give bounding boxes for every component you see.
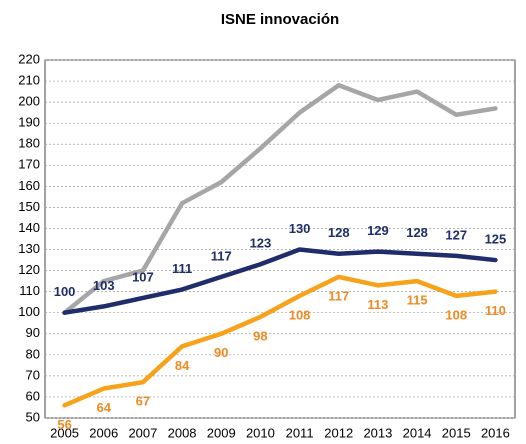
y-tick-label: 210 xyxy=(18,72,40,87)
data-label: 113 xyxy=(367,297,388,312)
data-label: 111 xyxy=(172,261,192,276)
y-tick-label: 190 xyxy=(18,115,40,130)
y-tick-label: 180 xyxy=(18,136,40,151)
y-tick-label: 100 xyxy=(18,304,40,319)
x-tick-label: 2012 xyxy=(324,425,353,440)
data-label: 130 xyxy=(289,221,311,236)
y-tick-label: 110 xyxy=(19,283,40,298)
data-label: 103 xyxy=(93,278,115,293)
data-label: 107 xyxy=(132,269,154,284)
series-line xyxy=(62,247,498,315)
data-label: 108 xyxy=(445,307,467,322)
y-tick-label: 200 xyxy=(18,94,40,109)
series-line xyxy=(62,83,498,315)
data-label: 100 xyxy=(54,284,76,299)
y-tick-label: 130 xyxy=(18,241,40,256)
y-tick-label: 80 xyxy=(26,346,40,361)
x-tick-label: 2005 xyxy=(50,425,79,440)
data-label: 127 xyxy=(445,227,467,242)
x-tick-label: 2016 xyxy=(481,425,510,440)
y-tick-label: 60 xyxy=(26,388,40,403)
y-tick-label: 220 xyxy=(18,51,40,66)
data-label: 117 xyxy=(211,248,232,263)
y-tick-label: 70 xyxy=(26,367,40,382)
data-label: 84 xyxy=(175,358,190,373)
data-label: 117 xyxy=(328,288,349,303)
data-label: 98 xyxy=(253,328,267,343)
y-tick-label: 50 xyxy=(26,409,40,424)
y-tick-label: 90 xyxy=(26,325,40,340)
data-label: 64 xyxy=(97,400,112,415)
y-tick-label: 160 xyxy=(18,178,40,193)
y-tick-label: 150 xyxy=(18,199,40,214)
x-tick-label: 2007 xyxy=(128,425,157,440)
data-label: 125 xyxy=(485,231,507,246)
x-tick-label: 2009 xyxy=(207,425,236,440)
x-tick-label: 2014 xyxy=(403,425,432,440)
data-label: 123 xyxy=(250,236,272,251)
plot-frame xyxy=(44,59,516,419)
data-label: 56 xyxy=(57,417,71,432)
chart-title: ISNE innovación xyxy=(221,11,339,28)
x-tick-label: 2015 xyxy=(442,425,471,440)
data-label: 128 xyxy=(328,225,350,240)
data-label: 67 xyxy=(136,394,150,409)
data-label: 128 xyxy=(406,225,428,240)
data-label: 108 xyxy=(289,307,311,322)
x-tick-label: 2013 xyxy=(363,425,392,440)
data-label: 129 xyxy=(367,223,389,238)
data-label: 110 xyxy=(485,303,506,318)
y-tick-label: 120 xyxy=(18,262,40,277)
x-tick-label: 2011 xyxy=(286,425,314,440)
x-tick-label: 2006 xyxy=(89,425,118,440)
y-tick-label: 170 xyxy=(18,157,40,172)
x-tick-label: 2008 xyxy=(168,425,197,440)
data-label: 115 xyxy=(407,293,428,308)
series-line xyxy=(62,274,498,408)
y-tick-label: 140 xyxy=(18,220,40,235)
x-tick-label: 2010 xyxy=(246,425,275,440)
data-label: 90 xyxy=(214,345,228,360)
